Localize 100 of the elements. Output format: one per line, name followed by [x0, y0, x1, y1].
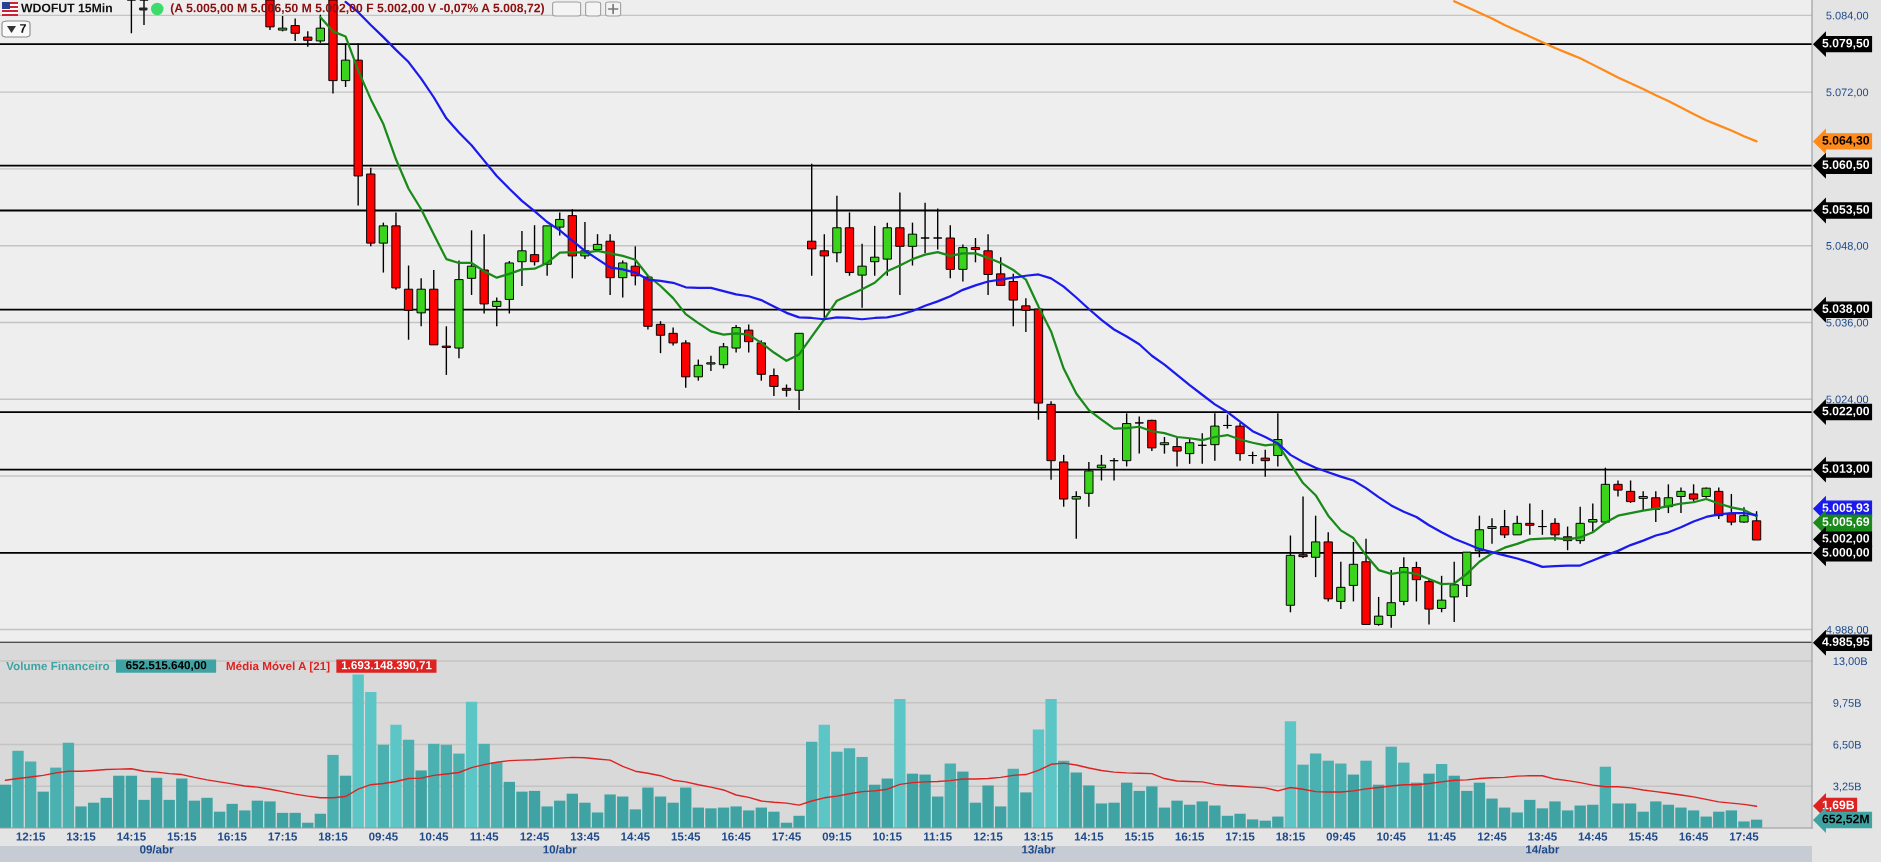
text: 5.002,00: [1822, 534, 1870, 545]
ref-line-label: 5.022,00: [1822, 406, 1870, 418]
x-tick-label: 14:45: [1578, 832, 1608, 841]
y-tick-label: 5.084,00: [1826, 11, 1869, 21]
x-tick-label: 16:45: [722, 832, 751, 841]
candlestick: [378, 221, 389, 274]
y-tick-label: 4.988,00: [1826, 625, 1869, 635]
bar: [1058, 760, 1070, 828]
bar: [37, 791, 49, 828]
x-tick-label: 15:15: [167, 832, 197, 841]
x-tick-label: 15:45: [1629, 832, 1658, 841]
text: 1,69B: [1822, 800, 1855, 812]
x-tick-label: 13:45 14/abr: [1526, 832, 1560, 854]
candlestick: [907, 221, 918, 267]
x-tick-label: 14:45: [621, 832, 650, 841]
ref-line-label: 5.000,00: [1822, 548, 1870, 559]
candlestick: [1172, 436, 1182, 468]
x-tick-label: 18:15: [318, 832, 348, 841]
candlestick: [870, 225, 880, 277]
ref-line-label: 5.013,00: [1822, 464, 1870, 475]
y-tick-label: 5.036,00: [1826, 318, 1869, 328]
x-tick-label: 09:45: [369, 832, 398, 841]
text: 5.064,30: [1822, 136, 1870, 147]
candlestick: [1499, 509, 1510, 539]
candlestick: [983, 233, 993, 296]
x-tick-label: 12:45: [520, 832, 549, 841]
x-tick-label: 18:15: [1276, 832, 1305, 841]
candlestick: [1638, 490, 1648, 511]
ref-line-label: 5.038,00: [1822, 304, 1870, 315]
bar: [339, 775, 352, 828]
bar: [806, 741, 818, 828]
candlestick: [1185, 437, 1195, 465]
text: Volume Financeiro: [6, 661, 110, 671]
candlestick: [517, 230, 527, 287]
y-tick-label: 13,00B: [1833, 657, 1868, 667]
x-tick-label: 11:45: [470, 832, 499, 841]
candlestick: [441, 325, 451, 376]
bar: [62, 742, 75, 828]
x-tick-label: 10:15: [873, 832, 902, 841]
chart-title: WDOFUT 15Min: [21, 3, 112, 13]
x-tick-label: 12:45: [1477, 832, 1507, 841]
bar: [1372, 784, 1385, 828]
candlestick: [1449, 561, 1459, 623]
candlestick: [1512, 514, 1522, 536]
candlestick: [1525, 502, 1535, 536]
ref-line-label: 5.060,50: [1822, 160, 1870, 171]
x-tick-label: 10:45: [1377, 832, 1406, 841]
candlestick: [706, 355, 716, 372]
y-tick-label: 5.024,00: [1826, 395, 1869, 405]
candlestick: [718, 342, 729, 370]
bar: [1007, 768, 1019, 828]
annotation: 7: [20, 24, 26, 33]
bar: [818, 724, 830, 828]
text: 5.005,93: [1822, 503, 1870, 514]
candlestick: [1651, 490, 1661, 523]
bar: [327, 754, 339, 828]
x-tick-label: 09:45: [1326, 832, 1356, 841]
x-tick-label: 15:15: [1125, 832, 1154, 841]
annotation: 652.515.640,00: [126, 661, 207, 671]
x-tick-label: 14:15: [117, 832, 146, 841]
bar: [415, 770, 427, 828]
bar: [1020, 792, 1032, 828]
bar: [465, 701, 478, 828]
candlestick: [655, 320, 666, 354]
line-series: [4, 756, 1758, 807]
x-tick-label: 15:45: [671, 832, 701, 841]
x-tick-label: 17:45: [772, 832, 801, 841]
candlestick: [1726, 493, 1737, 526]
candlestick: [1386, 569, 1396, 629]
bar: [402, 739, 415, 828]
x-tick-label: 17:45: [1729, 832, 1759, 841]
candlestick: [769, 367, 779, 397]
bar: [1599, 766, 1612, 828]
candlestick: [1588, 502, 1598, 533]
bar: [869, 784, 881, 828]
bar: [377, 744, 390, 828]
x-tick-label: 09/abr: [140, 845, 174, 854]
y-tick-label: 6,50B: [1833, 740, 1861, 750]
annotation: 1.693.148.390,71: [341, 661, 432, 671]
x-tick-label: 16:15: [218, 832, 247, 841]
candlestick: [970, 237, 981, 264]
bar: [0, 784, 12, 828]
candlestick: [290, 17, 300, 42]
ref-line-label: 5.053,50: [1822, 205, 1870, 216]
candlestick: [1071, 490, 1081, 540]
bar: [1435, 763, 1448, 828]
bar: [1360, 760, 1372, 828]
candlestick: [1550, 517, 1560, 542]
x-tick-label: 11:45: [1427, 832, 1456, 841]
x-tick-label: 10:45: [419, 832, 449, 841]
bar: [50, 767, 62, 828]
candlestick: [693, 358, 703, 382]
line-series: [1453, 0, 1758, 143]
x-tick-label: 10/abr: [543, 845, 577, 854]
candlestick: [1625, 479, 1636, 504]
x-tick-label: 16:45: [1679, 832, 1708, 841]
x-tick-label: 17:15: [1226, 832, 1255, 841]
text: 5.005,69: [1822, 517, 1870, 528]
candlestick: [1676, 486, 1686, 514]
ref-line-label: 5.079,50: [1822, 38, 1870, 50]
